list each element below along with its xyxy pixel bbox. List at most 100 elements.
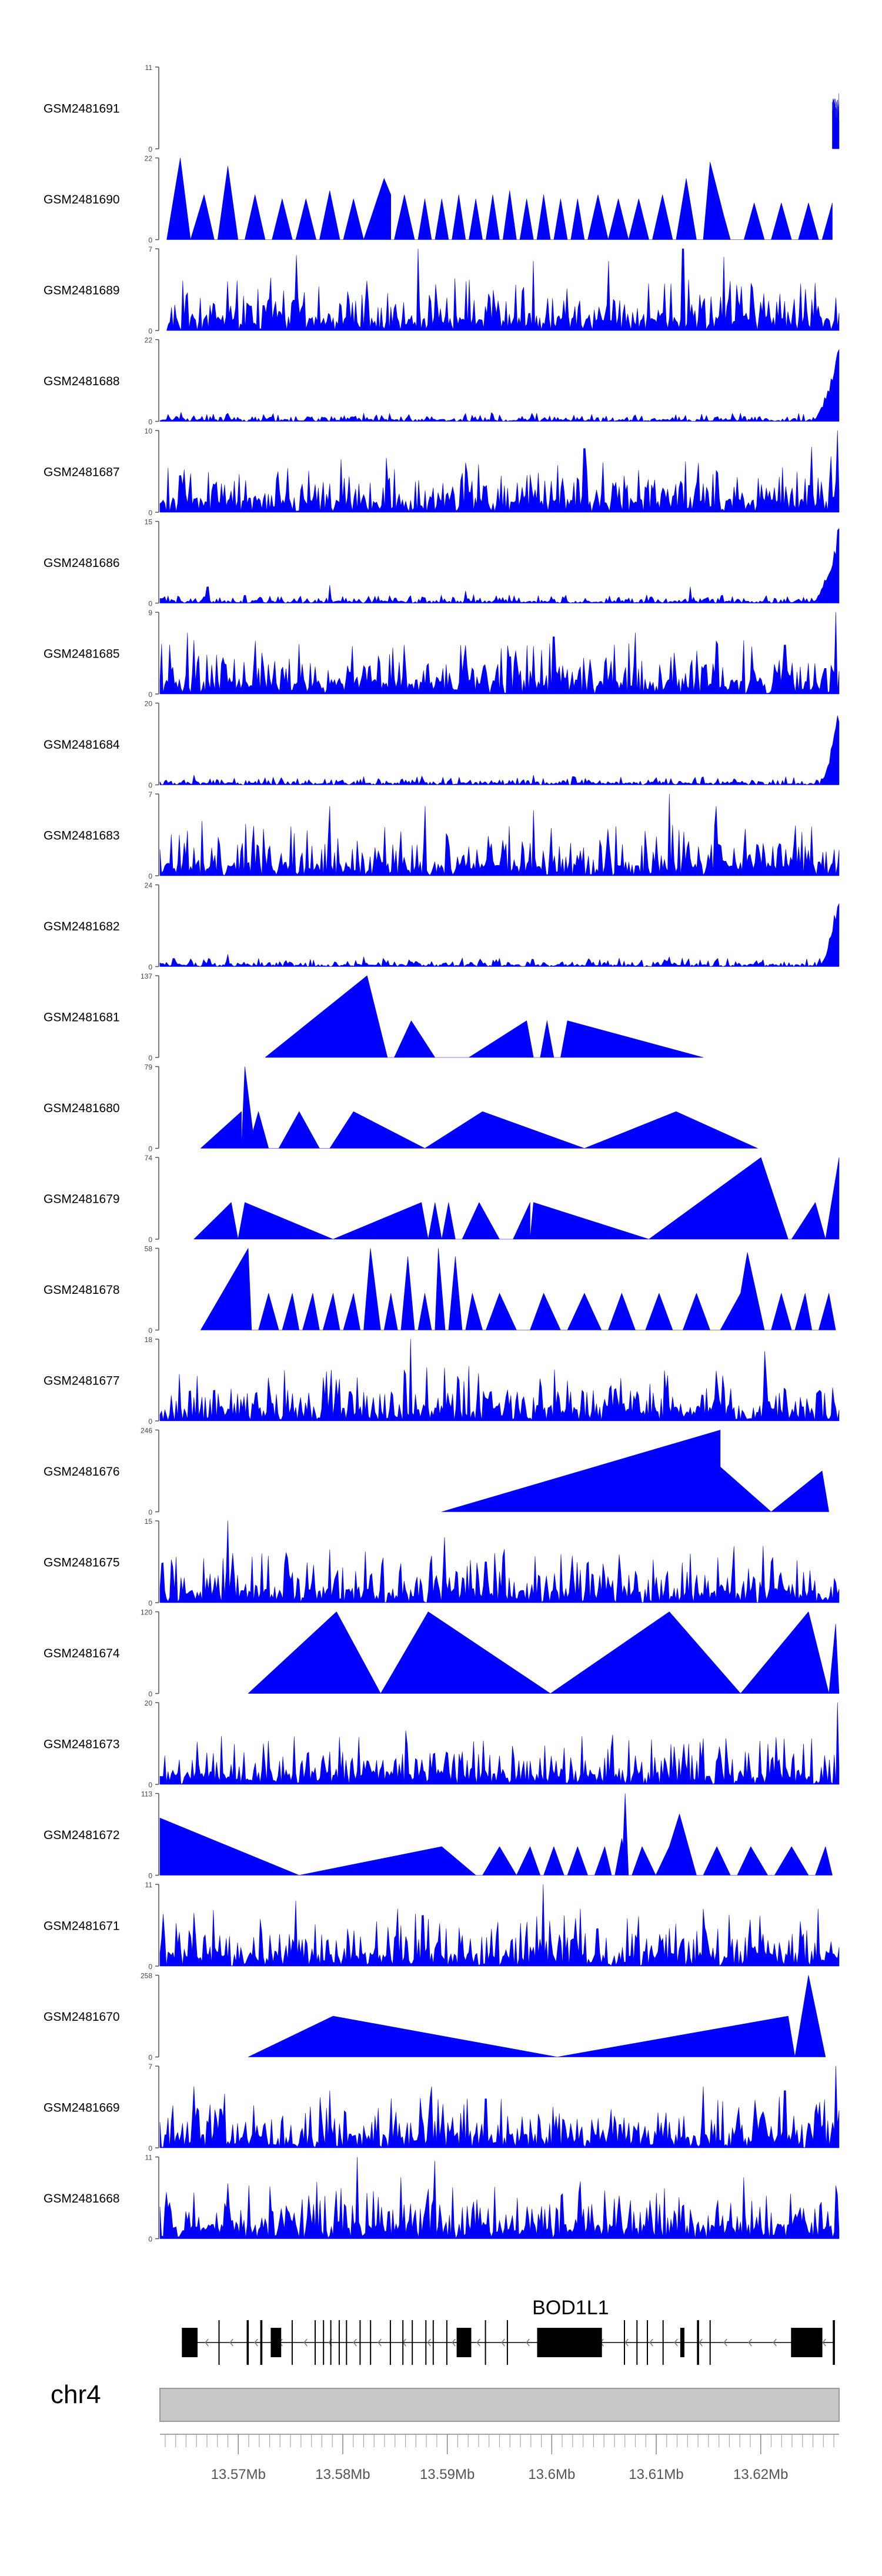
y-max-label: 15 bbox=[145, 518, 153, 526]
coverage-area bbox=[832, 94, 840, 149]
axis-tick-label: 13.57Mb bbox=[211, 2467, 266, 2482]
coverage-track: GSM2481672 113 0 bbox=[44, 1790, 833, 1880]
y-max-label: 74 bbox=[145, 1154, 153, 1162]
coverage-area bbox=[159, 2157, 840, 2239]
coverage-area bbox=[159, 1702, 840, 1785]
gene-exon bbox=[218, 2320, 220, 2365]
strand-arrow-icon bbox=[476, 2338, 480, 2347]
track-label: GSM2481673 bbox=[44, 1738, 120, 1751]
y-max-label: 11 bbox=[145, 1881, 153, 1889]
gene-exon bbox=[446, 2320, 447, 2365]
track-label: GSM2481683 bbox=[44, 829, 120, 843]
y-max-label: 24 bbox=[145, 882, 153, 890]
y-min-label: 0 bbox=[148, 509, 152, 517]
coverage-area bbox=[159, 349, 840, 422]
strand-arrow-icon bbox=[353, 2338, 357, 2347]
strand-arrow-icon bbox=[501, 2338, 505, 2347]
y-max-label: 11 bbox=[145, 64, 153, 72]
ideogram-bar bbox=[159, 2388, 840, 2422]
y-min-label: 0 bbox=[148, 327, 152, 335]
strand-arrow-icon bbox=[377, 2338, 382, 2347]
gene-exon bbox=[647, 2320, 648, 2365]
y-min-label: 0 bbox=[148, 1327, 152, 1335]
coverage-area bbox=[159, 430, 840, 513]
gene-exon bbox=[432, 2320, 434, 2365]
coverage-track: GSM2481688 22 0 bbox=[44, 336, 840, 426]
y-min-label: 0 bbox=[148, 600, 152, 608]
track-label: GSM2481690 bbox=[44, 193, 120, 206]
gene-exon bbox=[662, 2320, 664, 2365]
y-max-label: 22 bbox=[145, 336, 153, 345]
coverage-track: GSM2481674 120 0 bbox=[44, 1609, 840, 1699]
coverage-area bbox=[159, 2066, 840, 2148]
coverage-area bbox=[159, 1884, 840, 1967]
coverage-area bbox=[159, 715, 840, 785]
y-min-label: 0 bbox=[148, 2054, 152, 2062]
y-min-label: 0 bbox=[148, 1145, 152, 1153]
strand-arrow-icon bbox=[205, 2338, 209, 2347]
y-max-label: 79 bbox=[145, 1063, 153, 1072]
track-label: GSM2481672 bbox=[44, 1828, 120, 1842]
coverage-track: GSM2481676 246 0 bbox=[44, 1427, 829, 1517]
y-min-label: 0 bbox=[148, 1599, 152, 1607]
track-label: GSM2481671 bbox=[44, 1920, 120, 1933]
track-label: GSM2481678 bbox=[44, 1283, 120, 1297]
axis-tick-label: 13.58Mb bbox=[315, 2467, 370, 2482]
coverage-track: GSM2481689 7 0 bbox=[44, 245, 840, 335]
axis-tick-label: 13.62Mb bbox=[733, 2467, 788, 2482]
coverage-track: GSM2481684 20 0 bbox=[44, 700, 840, 790]
gene-exon bbox=[624, 2320, 625, 2365]
gene-exon bbox=[791, 2328, 823, 2357]
gene-exon bbox=[537, 2328, 602, 2357]
gene-exon bbox=[485, 2320, 486, 2365]
y-max-label: 20 bbox=[145, 700, 153, 708]
strand-arrow-icon bbox=[674, 2338, 678, 2347]
track-label: GSM2481688 bbox=[44, 375, 120, 388]
y-min-label: 0 bbox=[148, 1872, 152, 1880]
y-max-label: 15 bbox=[145, 1517, 153, 1526]
strand-arrow-icon bbox=[624, 2338, 629, 2347]
coverage-track: GSM2481681 137 0 bbox=[44, 972, 704, 1062]
gene-exon bbox=[425, 2320, 427, 2365]
gene-exon bbox=[636, 2320, 638, 2365]
gene-exon bbox=[370, 2320, 372, 2365]
track-label: GSM2481682 bbox=[44, 920, 120, 933]
y-max-label: 258 bbox=[141, 1972, 152, 1980]
gene-exon bbox=[338, 2320, 340, 2365]
coverage-track: GSM2481677 18 0 bbox=[44, 1336, 840, 1426]
strand-arrow-icon bbox=[723, 2338, 727, 2347]
y-min-label: 0 bbox=[148, 1781, 152, 1789]
y-max-label: 18 bbox=[145, 1336, 153, 1344]
track-label: GSM2481670 bbox=[44, 2010, 120, 2024]
coverage-area bbox=[159, 528, 840, 603]
track-label: GSM2481679 bbox=[44, 1193, 120, 1206]
y-max-label: 58 bbox=[145, 1245, 153, 1253]
coverage-area bbox=[442, 1430, 829, 1512]
coverage-track: GSM2481671 11 0 bbox=[44, 1881, 840, 1971]
track-label: GSM2481687 bbox=[44, 466, 120, 479]
gene-name-label: BOD1L1 bbox=[532, 2297, 609, 2319]
gene-exon bbox=[260, 2320, 263, 2365]
strand-arrow-icon bbox=[822, 2338, 826, 2347]
gene-exon bbox=[330, 2320, 332, 2365]
gene-exon bbox=[359, 2320, 361, 2365]
strand-arrow-icon bbox=[773, 2338, 777, 2347]
track-label: GSM2481677 bbox=[44, 1374, 120, 1388]
coverage-track: GSM2481685 9 0 bbox=[44, 609, 840, 699]
gene-exon bbox=[456, 2328, 472, 2357]
chromosome-ideogram: chr4 bbox=[51, 2380, 840, 2422]
track-label: GSM2481674 bbox=[44, 1647, 120, 1660]
track-label: GSM2481676 bbox=[44, 1465, 120, 1479]
coverage-area bbox=[248, 1611, 840, 1694]
coverage-area bbox=[159, 1339, 840, 1422]
y-min-label: 0 bbox=[148, 145, 152, 154]
strand-arrow-icon bbox=[699, 2338, 703, 2347]
gene-exon bbox=[506, 2320, 508, 2365]
gene-exon bbox=[182, 2328, 198, 2357]
y-max-label: 10 bbox=[145, 427, 153, 435]
coverage-area bbox=[265, 975, 704, 1058]
strand-arrow-icon bbox=[748, 2338, 752, 2347]
y-max-label: 20 bbox=[145, 1699, 153, 1707]
strand-arrow-icon bbox=[649, 2338, 653, 2347]
